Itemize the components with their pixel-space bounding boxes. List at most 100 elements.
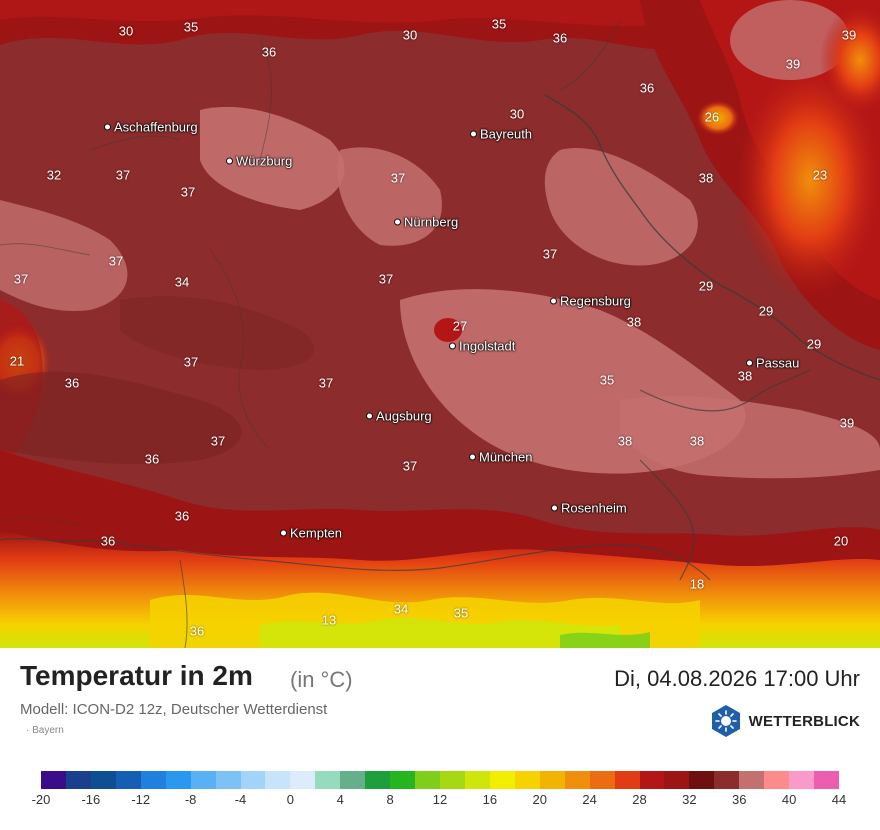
city-label: Kempten [290,525,343,541]
color-scale-tick-label: 24 [582,792,597,807]
color-scale-step [415,771,440,789]
color-scale-step [390,771,416,789]
city-marker-wuerzburg: Würzburg [226,154,292,169]
color-scale-tick-label: -16 [81,792,101,807]
city-dot-icon [551,504,558,512]
color-scale-step [589,771,615,789]
city-marker-rosenheim: Rosenheim [551,501,627,516]
brand-logo: WETTERBLICK [709,704,860,738]
color-scale-step [714,771,740,789]
color-scale-step [464,771,490,789]
temperature-value: 37 [180,184,196,200]
city-marker-nuernberg: Nürnberg [394,215,458,230]
color-scale-step [140,771,166,789]
temperature-value: 26 [704,109,720,125]
temperature-value: 38 [689,433,705,449]
temperature-value: 32 [46,167,62,183]
city-marker-bayreuth: Bayreuth [470,127,532,142]
temperature-value: 36 [552,30,568,46]
color-scale-step [165,771,191,789]
color-scale-step [639,771,665,789]
color-scale-step [240,771,266,789]
temperature-value: 13 [321,612,337,628]
color-scale-step [564,771,590,789]
color-scale-step [115,771,141,789]
color-scale-tick-label: 36 [732,792,747,807]
wetterblick-logo-icon [711,705,740,737]
city-marker-passau: Passau [746,356,799,371]
temperature-value: 37 [210,433,226,449]
temperature-value: 29 [698,278,714,294]
city-label: Rosenheim [561,500,627,516]
city-label: Bayreuth [480,126,533,142]
color-scale-step [789,771,815,789]
city-label: Ingolstadt [459,338,516,354]
temperature-value: 29 [758,303,774,319]
city-marker-ingolstadt: Ingolstadt [449,339,515,354]
temperature-value: 37 [542,246,558,262]
color-scale-step [340,771,366,789]
forecast-datetime: Di, 04.08.2026 17:00 Uhr [614,666,860,691]
city-marker-augsburg: Augsburg [366,409,432,424]
city-dot-icon [104,123,111,131]
color-scale-step [290,771,316,789]
city-dot-icon [469,453,476,461]
temperature-map: 35 30 36 35 30 36 39 39 36 30 26 23 32 3… [0,0,880,648]
city-dot-icon [550,297,557,305]
city-label: Passau [756,355,800,371]
color-scale-step [41,771,66,789]
color-scale-tick-label: -8 [184,792,197,807]
color-scale-step [514,771,540,789]
model-source: Modell: ICON-D2 12z, Deutscher Wetterdie… [20,701,328,718]
temperature-value: 38 [698,170,714,186]
map-unit: (in °C) [290,667,353,692]
city-dot-icon [746,359,753,367]
temperature-value: 36 [64,375,80,391]
color-scale-tick-label: 20 [532,792,547,807]
city-label: Augsburg [376,408,432,424]
temperature-value: 37 [108,253,124,269]
temperature-value: 39 [839,415,855,431]
color-scale-step [489,771,515,789]
temperature-value: 30 [402,27,418,43]
color-scale-tick-label: 28 [632,792,647,807]
temperature-value: 36 [639,80,655,96]
city-label: Würzburg [236,153,293,169]
legend-panel [0,648,880,830]
city-dot-icon [394,218,401,226]
region-label: · Bayern [26,725,64,736]
city-marker-muenchen: München [469,450,532,465]
color-scale-step [764,771,790,789]
temperature-value: 36 [100,533,116,549]
temperature-value: 37 [402,458,418,474]
color-scale-step [739,771,765,789]
temperature-value: 35 [599,372,615,388]
color-scale-step [614,771,640,789]
brand-name: WETTERBLICK [748,712,860,730]
city-dot-icon [366,412,373,420]
color-scale-step [664,771,690,789]
temperature-value: 20 [833,533,849,549]
temperature-value: 35 [183,19,199,35]
temperature-value: 36 [174,508,190,524]
color-scale-step [265,771,291,789]
temperature-value: 27 [452,318,468,334]
temperature-value: 21 [9,353,25,369]
city-label: Regensburg [560,293,631,309]
temperature-value: 30 [509,106,525,122]
color-scale-step [814,771,839,789]
map-title: Temperatur in 2m [20,660,253,691]
temperature-value: 35 [491,16,507,32]
temperature-value: 37 [390,170,406,186]
color-scale-step [190,771,216,789]
city-marker-kempten: Kempten [280,526,342,541]
temperature-value: 38 [626,314,642,330]
color-scale-tick-label: 4 [336,792,344,807]
color-scale-tick-label: 12 [432,792,448,807]
color-scale-tick-label: 16 [482,792,498,807]
city-dot-icon [226,157,233,165]
city-dot-icon [449,342,456,350]
city-dot-icon [280,529,287,537]
temperature-value: 30 [118,23,134,39]
city-marker-aschaffenburg: Aschaffenburg [104,120,198,135]
